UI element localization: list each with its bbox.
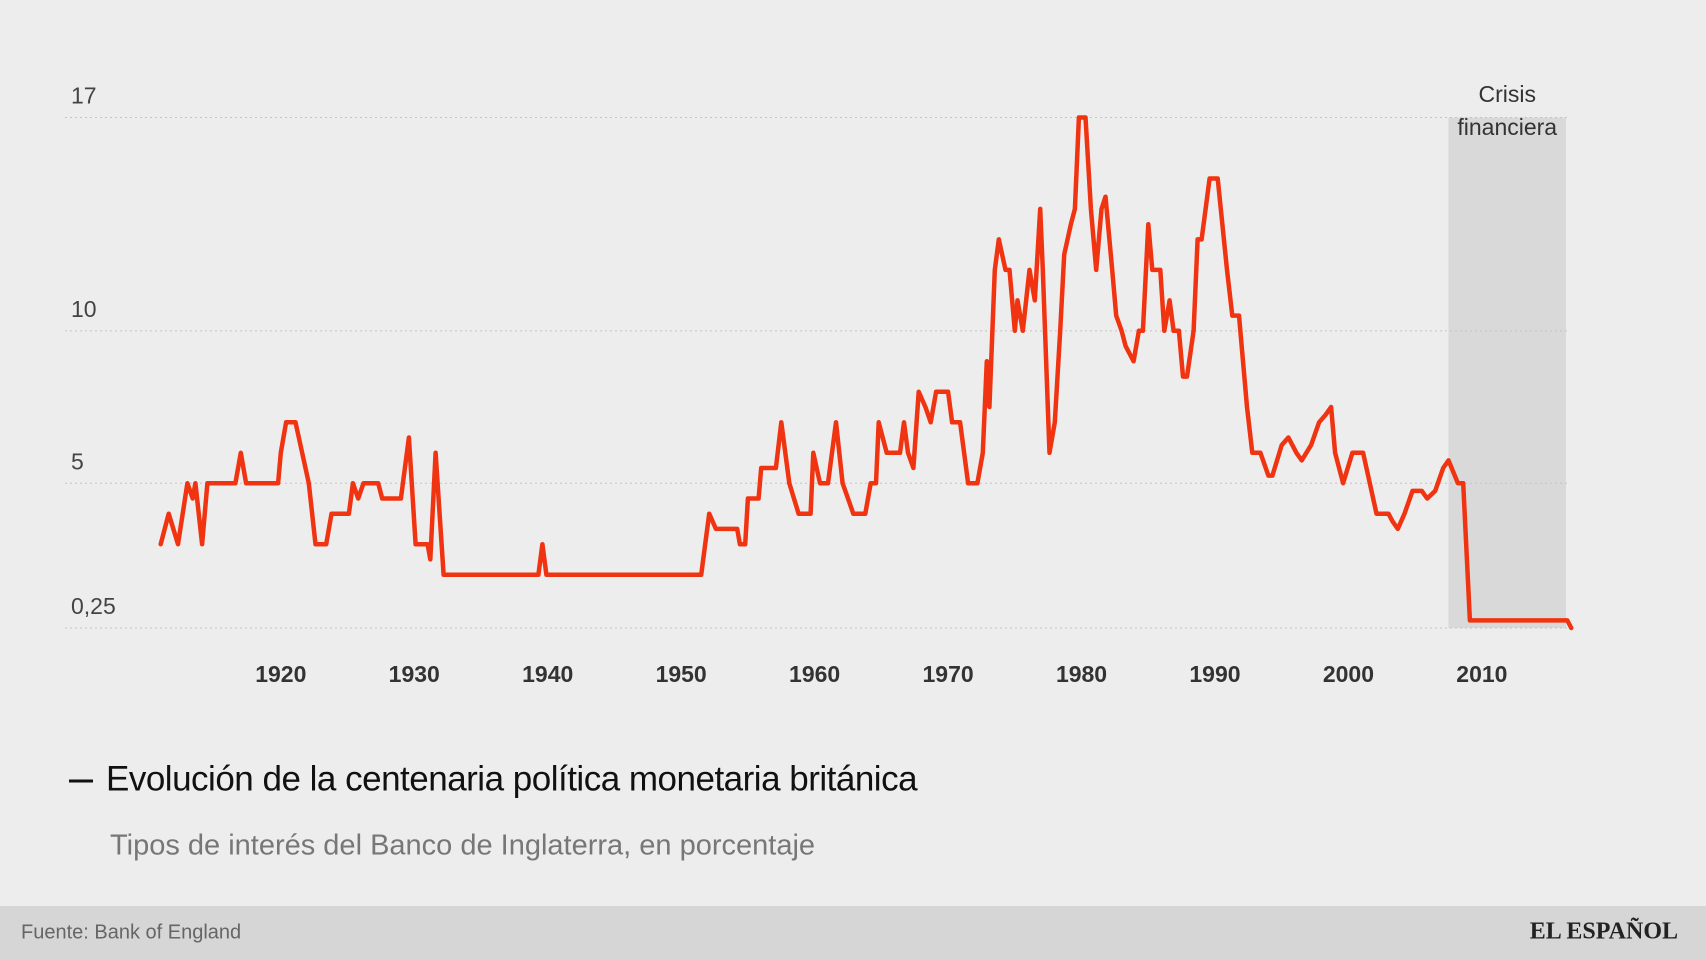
y-tick-label: 0,25 [71,593,116,619]
x-tick-label: 2010 [1456,661,1507,687]
x-tick-label: 1930 [389,661,440,687]
annotation-label: financiera [1457,114,1557,140]
chart-subtitle: Tipos de interés del Banco de Inglaterra… [110,830,815,862]
x-tick-label: 1950 [656,661,707,687]
y-tick-label: 10 [71,296,97,322]
x-tick-label: 1980 [1056,661,1107,687]
rate-line [158,115,1574,631]
x-tick-label: 1960 [789,661,840,687]
footer-band [0,906,1706,960]
x-tick-label: 1940 [522,661,573,687]
x-tick-label: 2000 [1323,661,1374,687]
chart-title: Evolución de la centenaria política mone… [106,759,918,798]
source: Fuente: Bank of England [21,921,241,943]
x-tick-label: 1920 [255,661,306,687]
y-tick-label: 17 [71,83,97,109]
x-tick-label: 1970 [922,661,973,687]
annotation-label: Crisis [1478,81,1536,107]
x-tick-label: 1990 [1189,661,1240,687]
y-tick-label: 5 [71,448,84,474]
brand: EL ESPAÑOL [1530,919,1678,945]
